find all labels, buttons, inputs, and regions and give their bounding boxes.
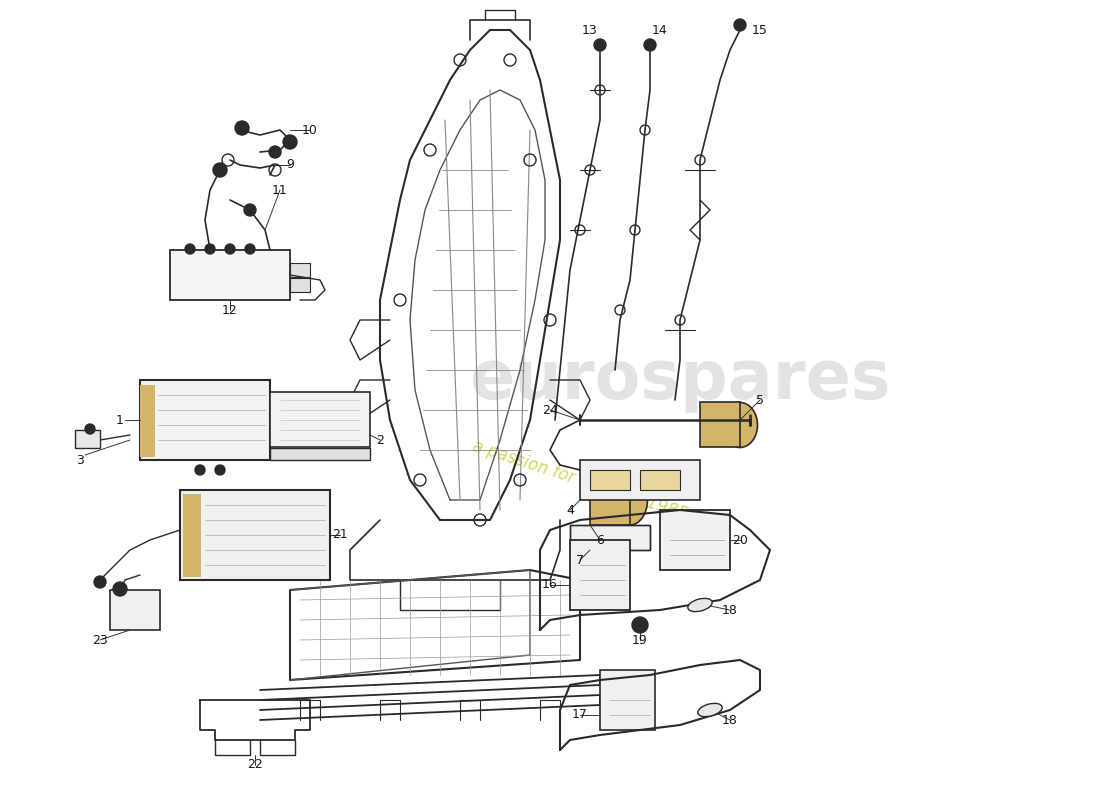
Text: 21: 21 — [332, 529, 348, 542]
Text: 16: 16 — [542, 578, 558, 591]
Text: 22: 22 — [248, 758, 263, 771]
FancyBboxPatch shape — [180, 490, 330, 580]
FancyBboxPatch shape — [140, 385, 155, 457]
Text: 6: 6 — [596, 534, 604, 546]
FancyBboxPatch shape — [590, 475, 630, 525]
Text: 4: 4 — [566, 503, 574, 517]
Text: 18: 18 — [722, 714, 738, 726]
FancyBboxPatch shape — [270, 448, 370, 460]
Circle shape — [244, 204, 256, 216]
Circle shape — [245, 244, 255, 254]
Text: 17: 17 — [572, 709, 587, 722]
Text: 11: 11 — [272, 183, 288, 197]
FancyBboxPatch shape — [570, 540, 630, 610]
Text: 14: 14 — [652, 23, 668, 37]
Text: 2: 2 — [376, 434, 384, 446]
Circle shape — [85, 424, 95, 434]
Text: 9: 9 — [286, 158, 294, 171]
Circle shape — [185, 244, 195, 254]
Text: 3: 3 — [76, 454, 84, 466]
Circle shape — [235, 121, 249, 135]
Circle shape — [283, 135, 297, 149]
Circle shape — [113, 582, 127, 596]
FancyBboxPatch shape — [290, 278, 310, 292]
Text: 19: 19 — [632, 634, 648, 646]
Circle shape — [226, 244, 235, 254]
Circle shape — [594, 39, 606, 51]
Text: 20: 20 — [733, 534, 748, 546]
Circle shape — [644, 39, 656, 51]
Text: 10: 10 — [302, 123, 318, 137]
Text: 13: 13 — [582, 23, 598, 37]
FancyBboxPatch shape — [700, 402, 740, 447]
Circle shape — [270, 146, 280, 158]
Text: eurospares: eurospares — [470, 347, 891, 413]
Text: 18: 18 — [722, 603, 738, 617]
Text: 24: 24 — [542, 403, 558, 417]
FancyBboxPatch shape — [183, 494, 201, 577]
Text: 15: 15 — [752, 23, 768, 37]
Circle shape — [195, 465, 205, 475]
Ellipse shape — [697, 703, 723, 717]
Text: 7: 7 — [576, 554, 584, 566]
Text: 23: 23 — [92, 634, 108, 646]
FancyBboxPatch shape — [660, 510, 730, 570]
Text: 5: 5 — [756, 394, 764, 406]
Circle shape — [213, 163, 227, 177]
FancyBboxPatch shape — [170, 250, 290, 300]
FancyBboxPatch shape — [270, 392, 370, 447]
Text: a passion for Porsche 1985: a passion for Porsche 1985 — [470, 437, 690, 523]
FancyBboxPatch shape — [640, 470, 680, 490]
FancyBboxPatch shape — [590, 470, 630, 490]
FancyBboxPatch shape — [140, 380, 270, 460]
Ellipse shape — [723, 402, 758, 447]
Ellipse shape — [613, 475, 648, 525]
FancyBboxPatch shape — [290, 263, 310, 277]
FancyBboxPatch shape — [600, 670, 654, 730]
FancyBboxPatch shape — [580, 460, 700, 500]
Circle shape — [94, 576, 106, 588]
Circle shape — [205, 244, 214, 254]
FancyBboxPatch shape — [110, 590, 160, 630]
FancyBboxPatch shape — [75, 430, 100, 448]
Text: 1: 1 — [117, 414, 124, 426]
Ellipse shape — [688, 598, 712, 612]
Circle shape — [632, 617, 648, 633]
Circle shape — [214, 465, 225, 475]
FancyBboxPatch shape — [570, 525, 650, 550]
Text: 12: 12 — [222, 303, 238, 317]
Circle shape — [734, 19, 746, 31]
